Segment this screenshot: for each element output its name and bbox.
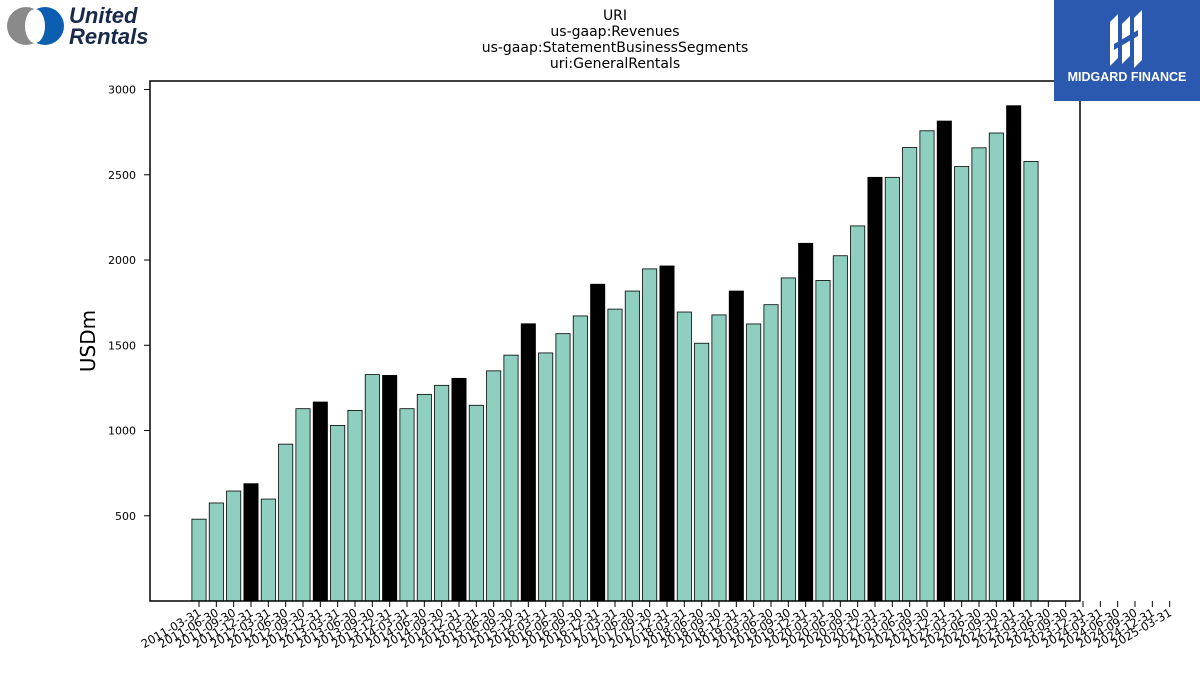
y-tick-label-500: 500: [115, 510, 136, 523]
bar-2015-06-30: [486, 370, 502, 602]
bar-2019-12-31: [798, 242, 814, 602]
bar-2021-12-31: [936, 120, 952, 602]
bar-2012-03-31: [260, 498, 276, 602]
bar-2012-12-31: [312, 401, 328, 602]
bar-2022-03-31: [954, 166, 970, 602]
midgard-finance-logo: MIDGARD FINANCE: [1054, 0, 1200, 101]
bar-2019-03-31: [746, 323, 762, 602]
y-tick-label-3000: 3000: [108, 84, 136, 97]
bar-2013-03-31: [330, 424, 346, 602]
bar-2015-03-31: [468, 404, 484, 602]
bar-2012-09-30: [295, 408, 311, 602]
bar-2023-03-31: [1023, 161, 1039, 602]
logo-wordmark-line-2: Rentals: [69, 24, 148, 48]
bar-2018-06-30: [694, 342, 710, 602]
title-line-2: us-gaap:Revenues: [550, 24, 679, 40]
bar-2019-09-30: [780, 277, 796, 602]
chart-title: URI us-gaap:Revenues us-gaap:StatementBu…: [482, 8, 749, 72]
bar-2016-12-31: [590, 283, 606, 602]
logo-wordmark-line-1: United: [69, 4, 138, 28]
bar-2011-03-31: [191, 518, 207, 602]
title-line-4: uri:GeneralRentals: [550, 56, 680, 72]
midgard-finance-wordmark: MIDGARD FINANCE: [1068, 70, 1187, 84]
y-tick-label-1500: 1500: [108, 339, 136, 352]
bar-2021-09-30: [919, 130, 935, 602]
bar-2012-06-30: [278, 443, 294, 602]
bar-2022-12-31: [1006, 105, 1022, 602]
united-rentals-logo-mark: United Rentals: [7, 3, 148, 49]
y-tick-label-1000: 1000: [108, 425, 136, 438]
bar-2017-09-30: [642, 268, 658, 602]
bar-2021-06-30: [902, 147, 918, 602]
y-tick-label-2500: 2500: [108, 169, 136, 182]
bar-2017-03-31: [607, 308, 623, 602]
bar-2018-09-30: [711, 314, 727, 602]
bar-2022-09-30: [988, 132, 1004, 602]
bar-2021-03-31: [884, 176, 900, 602]
y-axis-label: USDm: [76, 310, 100, 372]
bar-2011-06-30: [208, 502, 224, 602]
united-rentals-logo: United Rentals: [5, 3, 155, 49]
bar-2015-09-30: [503, 354, 519, 602]
bar-2020-06-30: [832, 255, 848, 602]
bar-2011-12-31: [243, 483, 259, 602]
bar-2016-06-30: [555, 333, 571, 602]
x-axis: 2011-03-312011-06-302011-09-302011-12-31…: [139, 601, 1174, 651]
midgard-finance-logo-mark: MIDGARD FINANCE: [1068, 10, 1187, 84]
bar-2020-12-31: [867, 176, 883, 602]
bar-2017-06-30: [624, 290, 640, 602]
title-line-1: URI: [603, 8, 627, 24]
y-tick-label-2000: 2000: [108, 254, 136, 267]
bar-2019-06-30: [763, 304, 779, 602]
bar-2014-09-30: [434, 384, 450, 602]
bar-2014-03-31: [399, 408, 415, 602]
bar-2013-06-30: [347, 409, 363, 602]
title-line-3: us-gaap:StatementBusinessSegments: [482, 40, 749, 56]
bar-series: [191, 105, 1039, 602]
bar-2018-03-31: [676, 311, 692, 602]
plot-frame: [149, 80, 1081, 602]
bar-2013-12-31: [382, 375, 398, 602]
bar-2014-06-30: [416, 393, 432, 602]
bar-2015-12-31: [520, 323, 536, 602]
bar-2016-09-30: [572, 315, 588, 602]
bar-2020-03-31: [815, 280, 831, 602]
y-axis: 500 1000 1500 2000 2500 3000: [108, 84, 150, 523]
bar-2014-12-31: [451, 377, 467, 602]
bar-2013-09-30: [364, 374, 380, 602]
bar-2018-12-31: [728, 290, 744, 602]
bar-2020-09-30: [850, 225, 866, 602]
bar-2011-09-30: [226, 490, 242, 602]
bar-2016-03-31: [538, 352, 554, 602]
bar-2017-12-31: [659, 265, 675, 602]
bar-2022-06-30: [971, 147, 987, 602]
